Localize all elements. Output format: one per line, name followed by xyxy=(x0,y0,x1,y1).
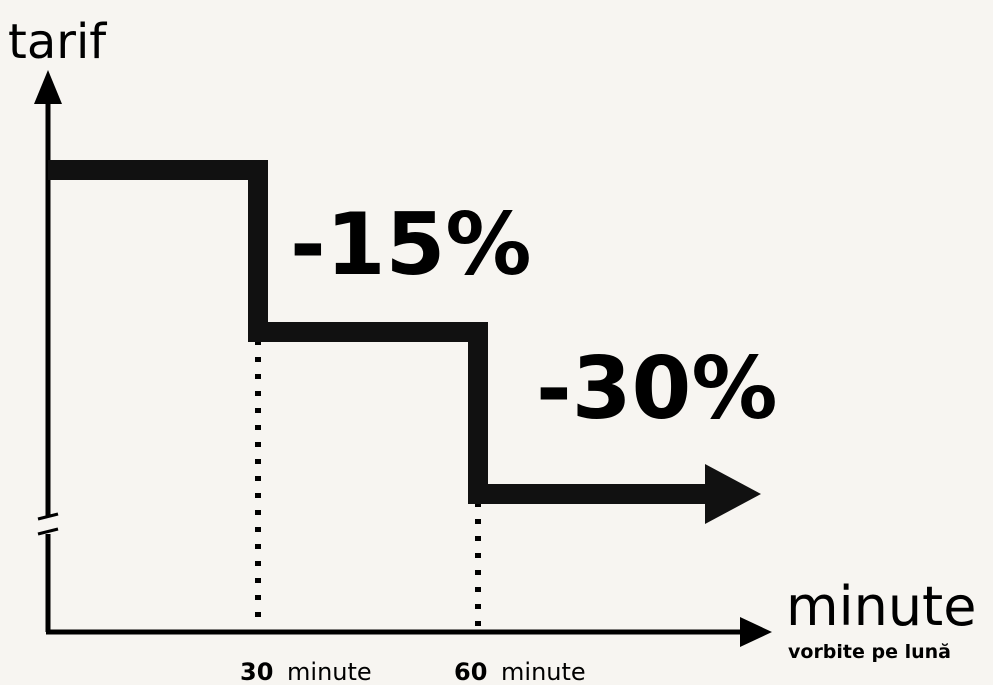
tick-label-30: 30 minute xyxy=(240,658,372,685)
tick-30-unit: minute xyxy=(287,658,372,685)
x-axis-arrow-icon xyxy=(740,617,772,647)
tariff-step-line xyxy=(48,160,715,504)
annotation-minus-30: -30% xyxy=(536,339,778,439)
tick-60-number: 60 xyxy=(454,658,487,685)
tick-label-60: 60 minute xyxy=(454,658,586,685)
tick-30-number: 30 xyxy=(240,658,273,685)
chart-marks xyxy=(48,160,761,626)
x-axis-title: minute xyxy=(786,575,976,638)
step-line-arrow-icon xyxy=(705,464,761,524)
annotation-minus-15: -15% xyxy=(290,195,532,295)
axis-break-icon xyxy=(37,512,59,536)
x-axis-subtitle: vorbite pe lună xyxy=(788,641,951,663)
y-axis-title: tarif xyxy=(8,14,107,70)
y-axis-arrow-icon xyxy=(34,70,62,104)
tick-60-unit: minute xyxy=(501,658,586,685)
